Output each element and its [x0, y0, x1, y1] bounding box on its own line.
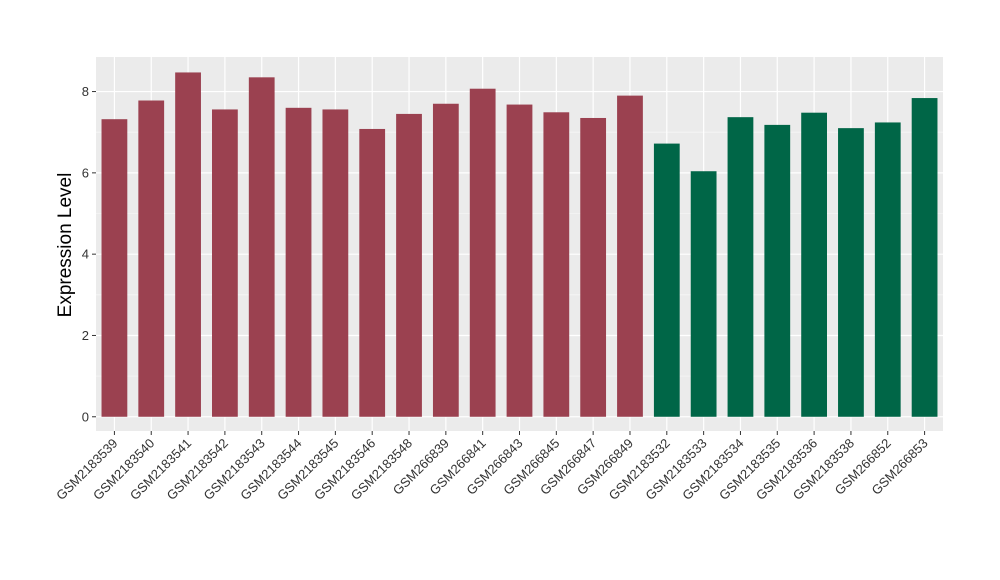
bar-GSM2183536 [801, 112, 827, 417]
bar-GSM2183542 [212, 109, 238, 417]
bar-GSM266847 [580, 117, 607, 417]
bar-GSM266839 [432, 103, 459, 417]
y-tick-label: 8 [82, 84, 89, 99]
y-tick-label: 6 [82, 165, 89, 180]
bar-GSM2183535 [764, 124, 791, 417]
bar-GSM2183544 [285, 107, 312, 417]
y-axis: 0 2 4 6 8 [82, 84, 96, 424]
y-tick-label: 4 [82, 247, 89, 262]
bars [101, 72, 938, 417]
bar-GSM266849 [617, 95, 643, 417]
bar-GSM266852 [874, 122, 901, 417]
bar-GSM266853 [911, 98, 938, 417]
bar-GSM266845 [543, 112, 570, 417]
y-tick-label: 0 [82, 409, 89, 424]
bar-GSM2183540 [138, 100, 165, 417]
bar-GSM2183532 [653, 143, 680, 417]
bar-GSM266841 [469, 88, 496, 417]
bar-GSM2183546 [359, 128, 386, 417]
bar-GSM2183533 [690, 171, 717, 417]
bar-GSM2183548 [396, 113, 422, 417]
bar-GSM2183538 [838, 128, 864, 417]
y-tick-label: 2 [82, 328, 89, 343]
bar-GSM2183543 [248, 77, 275, 417]
bar-GSM2183541 [175, 72, 201, 417]
bar-GSM266843 [506, 104, 533, 417]
bar-GSM2183534 [727, 117, 754, 417]
y-axis-title: Expression Level [55, 173, 76, 318]
bar-GSM2183539 [101, 119, 128, 417]
x-axis: GSM2183539GSM2183540GSM2183541GSM2183542… [53, 431, 931, 503]
bar-GSM2183545 [322, 109, 349, 417]
